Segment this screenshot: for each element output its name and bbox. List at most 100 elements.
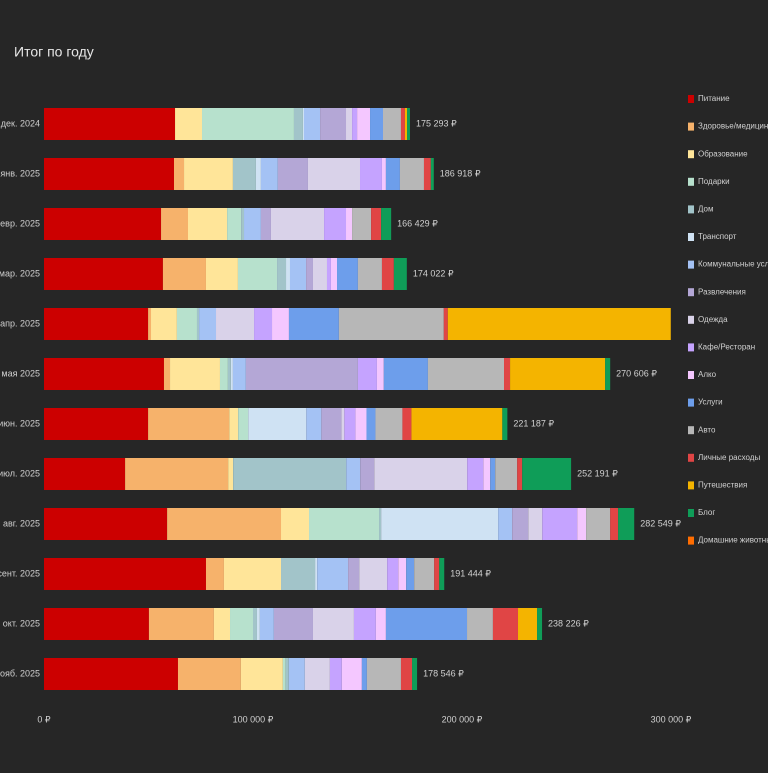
bar-segment [288, 658, 305, 690]
bar-segment [241, 208, 245, 240]
legend-label: Одежда [698, 315, 728, 324]
legend-label: Здоровье/медицина [698, 122, 768, 131]
bar-segment [400, 658, 413, 690]
legend-swatch [688, 150, 694, 159]
bar-segment [162, 258, 206, 290]
bar-segment [492, 608, 519, 640]
y-tick-label: авг. 2025 [3, 518, 40, 528]
bar-segment [411, 408, 503, 440]
y-tick-label: февр. 2025 [0, 218, 40, 228]
legend-label: Авто [698, 425, 716, 434]
bar-segment [357, 108, 371, 140]
bar-segment [330, 258, 338, 290]
legend-label: Путешествия [698, 481, 747, 490]
total-label: 186 918 ₽ [440, 168, 481, 178]
legend-swatch [688, 288, 694, 297]
bar-segment [366, 408, 376, 440]
bar-segment [167, 508, 282, 540]
bar-segment [586, 508, 611, 540]
bar-segment [414, 558, 435, 590]
bar-segment [383, 358, 428, 390]
bar-segment [495, 458, 518, 490]
bar-segment [170, 358, 220, 390]
legend-swatch [688, 536, 694, 545]
bar-segment [230, 608, 253, 640]
bar-segment [605, 358, 611, 390]
bar-segment [341, 408, 345, 440]
legend-label: Блог [698, 508, 715, 517]
bar-segment [346, 108, 353, 140]
legend-swatch [688, 426, 694, 435]
bar-segment [277, 158, 308, 190]
legend-swatch [688, 95, 694, 103]
bar-segment [385, 158, 400, 190]
legend-swatch [688, 453, 694, 462]
bar-segment [337, 258, 358, 290]
bar-segment [232, 158, 256, 190]
bar-segment [44, 158, 174, 190]
bar-segment [434, 558, 440, 590]
legend-label: Услуги [698, 398, 723, 407]
bar-segment [518, 608, 538, 640]
legend-label: Транспорт [698, 232, 737, 241]
bar-segment [504, 358, 511, 390]
bar-segment [254, 308, 273, 340]
bar-segment [542, 508, 578, 540]
bar-segment [255, 158, 261, 190]
legend-label: Личные расходы [698, 453, 760, 462]
x-tick-label: 100 000 ₽ [233, 714, 274, 724]
bar-segment [223, 558, 282, 590]
total-label: 270 606 ₽ [616, 368, 657, 378]
legend-swatch [688, 122, 694, 131]
legend-swatch [688, 481, 694, 490]
bar-segment [447, 308, 671, 340]
bar-segment [423, 158, 431, 190]
legend-swatch [688, 343, 694, 352]
total-label: 238 226 ₽ [548, 618, 589, 628]
bar-segment [324, 208, 347, 240]
bar-segment [430, 158, 434, 190]
bar-segment [371, 208, 382, 240]
bar-segment [285, 658, 289, 690]
bar-segment [44, 208, 162, 240]
bar-segment [315, 558, 318, 590]
bar-segment [281, 508, 310, 540]
y-tick-label: июн. 2025 [0, 418, 40, 428]
bar-segment [289, 258, 307, 290]
bar-segment [219, 358, 228, 390]
x-tick-label: 0 ₽ [37, 714, 51, 724]
legend-label: Питание [698, 94, 730, 103]
bar-segment [260, 158, 278, 190]
legend-label: Алко [698, 370, 717, 379]
bar-segment [510, 358, 606, 390]
bar-segment [306, 408, 322, 440]
bar-segment [398, 558, 407, 590]
bar-segment [306, 258, 313, 290]
bar-segment [344, 408, 356, 440]
bar-segment [216, 308, 255, 340]
bar-segment [355, 408, 367, 440]
bar-segment [177, 658, 241, 690]
bar-segment [387, 558, 399, 590]
bar-segment [360, 158, 382, 190]
y-tick-label: нояб. 2025 [0, 668, 40, 678]
bar-segment [348, 558, 360, 590]
legend-label: Подарки [698, 177, 730, 186]
bar-segment [205, 558, 224, 590]
bar-segment [256, 608, 260, 640]
bar-segment [483, 458, 491, 490]
y-tick-label: апр. 2025 [0, 318, 40, 328]
bar-segment [537, 608, 543, 640]
bar-segment [402, 408, 412, 440]
bar-segment [309, 508, 380, 540]
bar-segment [374, 458, 468, 490]
bar-segment [173, 158, 185, 190]
bar-segment [303, 108, 321, 140]
bar-segment [282, 658, 286, 690]
bar-segment [184, 158, 233, 190]
y-tick-label: июл. 2025 [0, 468, 40, 478]
bar-segment [341, 658, 362, 690]
bar-segment [407, 108, 410, 140]
